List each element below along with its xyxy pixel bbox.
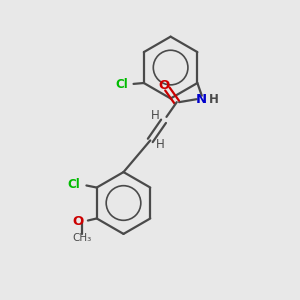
Text: Cl: Cl bbox=[68, 178, 80, 190]
Text: Cl: Cl bbox=[115, 78, 128, 91]
Text: H: H bbox=[156, 138, 165, 151]
Text: H: H bbox=[209, 93, 219, 106]
Text: H: H bbox=[151, 110, 160, 122]
Text: O: O bbox=[159, 80, 170, 92]
Text: CH₃: CH₃ bbox=[72, 233, 92, 244]
Text: O: O bbox=[72, 215, 83, 228]
Text: N: N bbox=[196, 93, 207, 106]
